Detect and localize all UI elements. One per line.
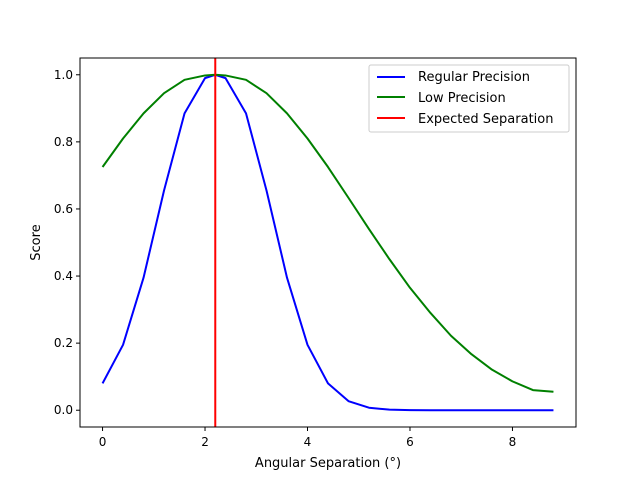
x-tick-label: 0 (99, 435, 107, 449)
x-axis-label: Angular Separation (°) (255, 456, 401, 471)
x-axis-ticks: 0 2 4 6 8 (99, 427, 517, 449)
legend-box (368, 64, 570, 133)
x-tick-label: 2 (201, 435, 209, 449)
legend-label-low-precision: Low Precision (418, 91, 506, 106)
y-tick-label: 0.6 (54, 202, 73, 216)
series-line-regular-precision (101, 73, 554, 412)
y-tick-label: 0.0 (54, 403, 73, 417)
x-tick-label: 8 (509, 435, 517, 449)
legend-label-regular-precision: Regular Precision (418, 70, 530, 85)
x-tick-label: 4 (304, 435, 312, 449)
y-tick-label: 0.4 (54, 269, 73, 283)
y-axis-ticks: 0.0 0.2 0.4 0.6 0.8 1.0 (54, 68, 80, 417)
legend: Regular Precision Low Precision Expected… (368, 64, 570, 133)
series-line-low-precision (101, 73, 554, 393)
y-tick-label: 0.2 (54, 336, 73, 350)
legend-label-expected-separation: Expected Separation (418, 112, 553, 127)
y-tick-label: 0.8 (54, 135, 73, 149)
x-tick-label: 6 (406, 435, 414, 449)
y-tick-label: 1.0 (54, 68, 73, 82)
axes-frame (79, 57, 577, 428)
plot-lines (101, 58, 554, 427)
y-axis-label: Score (29, 224, 44, 260)
